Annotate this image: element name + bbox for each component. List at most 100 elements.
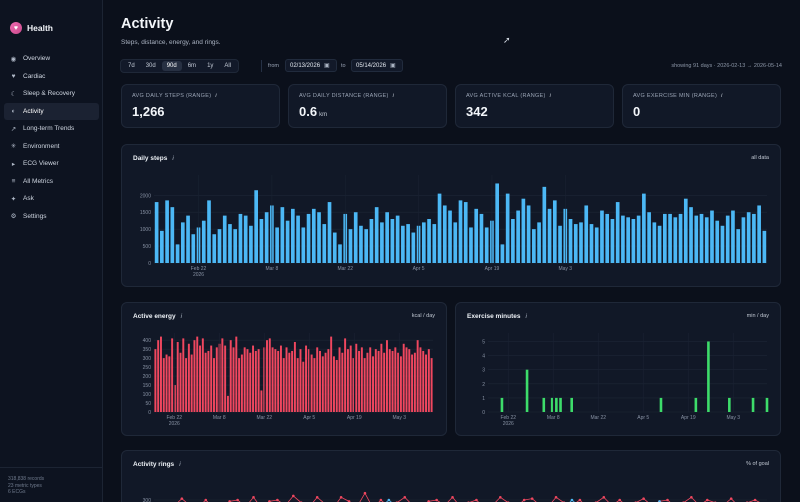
info-icon[interactable]: i — [172, 155, 174, 162]
bar — [683, 198, 688, 263]
bar — [254, 350, 257, 412]
heart-icon: ♥ — [11, 72, 16, 80]
bar — [380, 343, 383, 412]
bar — [232, 347, 235, 412]
sidebar-item-all-metrics[interactable]: ≡ All Metrics — [4, 173, 99, 191]
sidebar-item-cardiac[interactable]: ♥ Cardiac — [4, 68, 99, 86]
range-button-all[interactable]: All — [224, 63, 232, 69]
calendar-icon[interactable]: ▣ — [324, 63, 330, 69]
bar — [186, 215, 190, 263]
bar — [589, 224, 594, 263]
x-tick-year: 2026 — [503, 421, 514, 427]
bar — [363, 358, 366, 412]
exercise-meta: min / day — [746, 313, 769, 319]
bar — [305, 345, 308, 412]
bar — [736, 229, 741, 263]
active-energy-panel: Active energy i kcal / day 0 50 100 150 200 25… — [121, 302, 447, 436]
sidebar-item-overview[interactable]: ◉ Overview — [4, 50, 99, 68]
bar — [293, 341, 296, 412]
info-icon[interactable]: i — [215, 93, 217, 99]
sidebar-item-sleep-recovery[interactable]: ☾ Sleep & Recovery — [4, 85, 99, 103]
half-circle-icon: ◐ — [11, 107, 16, 115]
bar — [288, 352, 291, 412]
stat-label-text: AVG ACTIVE KCAL (RANGE) — [466, 93, 546, 99]
info-icon[interactable]: i — [392, 93, 395, 99]
bar — [374, 207, 379, 263]
bar — [725, 215, 730, 263]
from-date-input[interactable]: 02/13/2026 ▣ — [285, 59, 337, 72]
range-selector: 7d 30d 90d 6m 1y All — [120, 59, 240, 73]
records-count: 318,838 records — [8, 476, 45, 482]
bar — [369, 347, 372, 412]
range-button-30d[interactable]: 30d — [145, 63, 156, 69]
bar — [330, 336, 333, 412]
energy-meta: kcal / day — [411, 313, 435, 319]
heart-icon: ♥ — [10, 22, 22, 34]
sidebar-item-label: Cardiac — [23, 72, 46, 80]
bar — [366, 352, 369, 412]
info-icon[interactable]: i — [180, 313, 183, 320]
bar — [332, 232, 337, 263]
stat-label: AVG DAILY DISTANCE (RANGE) i — [299, 93, 436, 99]
info-icon[interactable]: i — [721, 93, 723, 99]
bar — [710, 210, 714, 263]
bar — [615, 202, 620, 263]
brand[interactable]: ♥ Health — [10, 22, 53, 34]
activity-rings-chart: 300 — [143, 491, 767, 502]
bar — [213, 358, 215, 412]
rings-meta: % of goal — [746, 461, 769, 467]
sun-icon: ✳ — [10, 143, 17, 151]
bar — [401, 225, 405, 263]
bar — [306, 213, 311, 263]
steps-meta: all data — [751, 155, 769, 161]
bar — [233, 229, 238, 263]
bar — [182, 338, 185, 412]
sidebar-item-settings[interactable]: ⚙ Settings — [4, 208, 99, 226]
bar — [390, 219, 395, 263]
bar — [322, 224, 327, 263]
activity-rings-title: Activity rings — [133, 461, 175, 468]
y-tick-label: 0 — [482, 410, 485, 416]
y-tick-label: 150 — [143, 383, 152, 389]
bar — [364, 229, 369, 263]
bar — [707, 341, 710, 412]
sidebar-item-label: Activity — [23, 107, 44, 115]
range-button-1y[interactable]: 1y — [207, 63, 214, 69]
sidebar-item-ecg-viewer[interactable]: ▸ ECG Viewer — [4, 155, 99, 173]
bar — [221, 338, 224, 412]
info-icon[interactable]: i — [179, 461, 181, 468]
sidebar-item-label: Environment — [23, 142, 60, 150]
bar — [374, 349, 377, 412]
sidebar-item-environment[interactable]: ✳ Environment — [4, 138, 99, 156]
bar — [422, 350, 425, 412]
showing-range-text: showing 91 days · 2026-02-13 → 2026-05-1… — [671, 63, 782, 69]
bar — [246, 349, 249, 412]
x-tick-label: Apr 19 — [681, 415, 696, 421]
bar — [316, 347, 319, 412]
info-icon[interactable]: i — [549, 93, 552, 99]
range-button-6m[interactable]: 6m — [187, 63, 197, 69]
trend-arrow-icon: ↗ — [10, 125, 17, 133]
bar — [659, 397, 663, 412]
bar — [500, 244, 505, 263]
bar — [327, 202, 332, 263]
info-icon[interactable]: i — [525, 313, 527, 320]
bar — [765, 397, 769, 412]
sidebar-item-label: Long-term Trends — [23, 125, 75, 133]
to-date-input[interactable]: 05/14/2026 ▣ — [351, 59, 403, 72]
bar — [757, 205, 761, 263]
calendar-icon[interactable]: ▣ — [390, 63, 396, 69]
bar — [332, 356, 335, 412]
sidebar-item-ask[interactable]: ✦ Ask — [4, 190, 99, 208]
bar — [301, 227, 306, 263]
bar — [280, 207, 285, 263]
range-button-90d[interactable]: 90d — [161, 61, 182, 71]
sidebar-item-activity[interactable]: ◐ Activity — [4, 102, 99, 120]
bar — [532, 229, 536, 263]
range-button-7d[interactable]: 7d — [128, 63, 135, 69]
bar — [335, 359, 338, 412]
bar — [165, 354, 168, 412]
sidebar-item-label: Sleep & Recovery — [23, 90, 76, 98]
sidebar-item-long-term-trends[interactable]: ↗ Long-term Trends — [4, 120, 99, 138]
